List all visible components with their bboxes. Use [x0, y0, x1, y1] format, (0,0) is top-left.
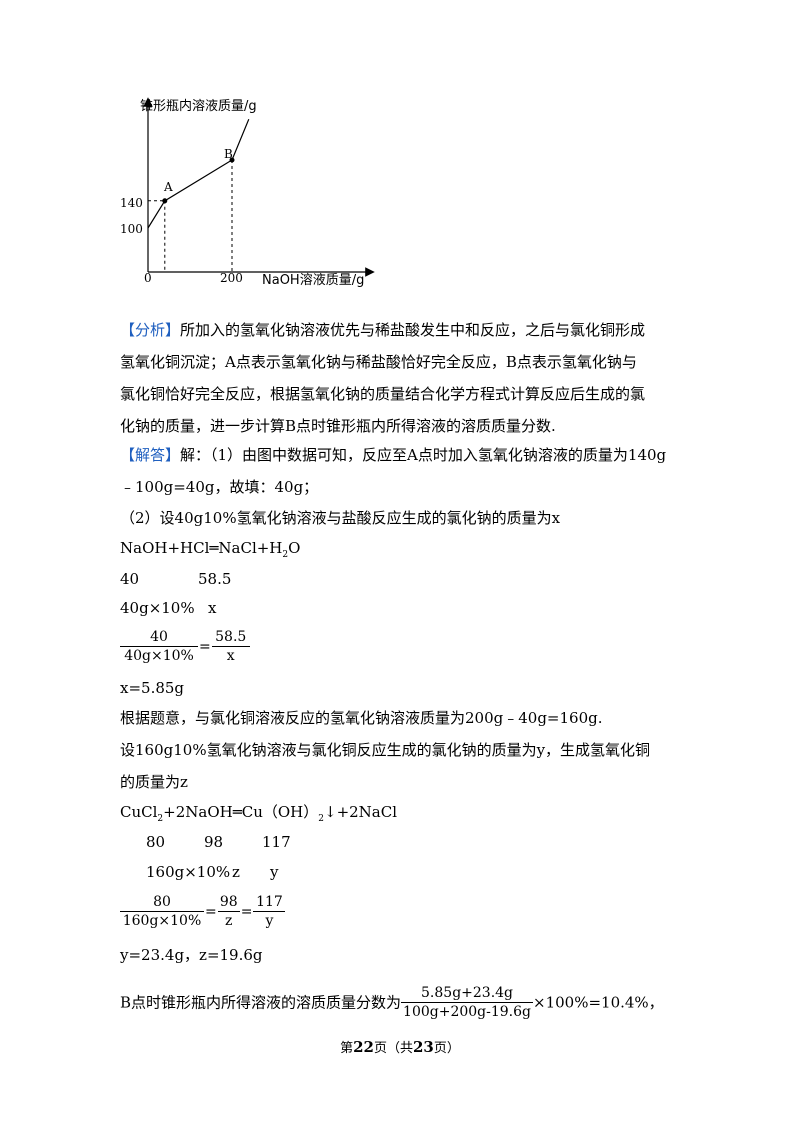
data-line	[147, 118, 250, 229]
point-b	[229, 157, 235, 163]
x-tick-0: 0	[144, 271, 152, 285]
page-footer: 第22页（共23页）	[340, 1038, 460, 1056]
x-axis-label: NaOH溶液质量/g	[262, 273, 364, 288]
answer-line-3: （2）设40g10%氢氧化钠溶液与盐酸反应生成的氯化钠的质量为x	[120, 509, 561, 527]
equation-1-given: 40g×10% x	[120, 599, 217, 617]
result-1: x=5.85g	[120, 679, 185, 697]
mass-graph: 锥形瓶内溶液质量/g NaOH溶液质量/g 0 200 140 100 A B	[100, 90, 400, 290]
equation-2-masses: 80 98 117	[146, 833, 291, 851]
equation-1-masses: 40 58.5	[120, 570, 232, 588]
y-tick-100: 100	[120, 222, 143, 236]
analysis-line-3: 氯化铜恰好完全反应，根据氢氧化钠的质量结合化学方程式计算反应后生成的氯	[120, 385, 646, 403]
answer-tag: 【解答】	[120, 446, 181, 464]
answer-line-1: 【解答】解：（1）由图中数据可知，反应至A点时加入氢氧化钠溶液的质量为140g	[120, 446, 667, 464]
point-a	[162, 198, 168, 204]
answer-line-2: ﹣100g=40g，故填：40g；	[120, 478, 319, 496]
proportion-2: 80 160g×10% = 98 z = 117 y	[120, 893, 286, 930]
answer-line-5: 设160g10%氢氧化钠溶液与氯化铜反应生成的氯化钠的质量为y，生成氢氧化铜	[120, 741, 651, 759]
equation-2-given: 160g×10% z y	[146, 863, 279, 881]
point-label-a: A	[163, 180, 173, 194]
analysis-tag: 【分析】	[120, 321, 181, 339]
y-axis-label: 锥形瓶内溶液质量/g	[140, 98, 257, 114]
x-tick-200: 200	[220, 271, 243, 285]
analysis-line-1: 【分析】所加入的氢氧化钠溶液优先与稀盐酸发生中和反应，之后与氯化铜形成	[120, 321, 646, 339]
equation-2: CuCl2+2NaOH═Cu（OH）2↓+2NaCl	[120, 803, 398, 824]
analysis-line-2: 氢氧化铜沉淀；A点表示氢氧化钠与稀盐酸恰好完全反应，B点表示氢氧化钠与	[120, 353, 637, 371]
answer-line-4: 根据题意，与氯化铜溶液反应的氢氧化钠溶液质量为200g﹣40g=160g.	[120, 709, 603, 727]
result-2: y=23.4g，z=19.6g	[120, 946, 263, 964]
answer-line-6: 的质量为z	[120, 773, 188, 791]
final-result: B点时锥形瓶内所得溶液的溶质质量分数为 5.85g+23.4g 100g+200g-…	[120, 985, 664, 1020]
point-label-b: B	[224, 147, 233, 161]
y-tick-140: 140	[120, 196, 143, 210]
equation-1: NaOH+HCl═NaCl+H2O	[120, 539, 301, 560]
proportion-1: 40 40g×10% = 58.5 x	[120, 628, 250, 665]
analysis-line-4: 化钠的质量，进一步计算B点时锥形瓶内所得溶液的溶质质量分数.	[120, 417, 556, 435]
graph-svg: 锥形瓶内溶液质量/g NaOH溶液质量/g 0 200 140 100 A B	[120, 97, 375, 288]
